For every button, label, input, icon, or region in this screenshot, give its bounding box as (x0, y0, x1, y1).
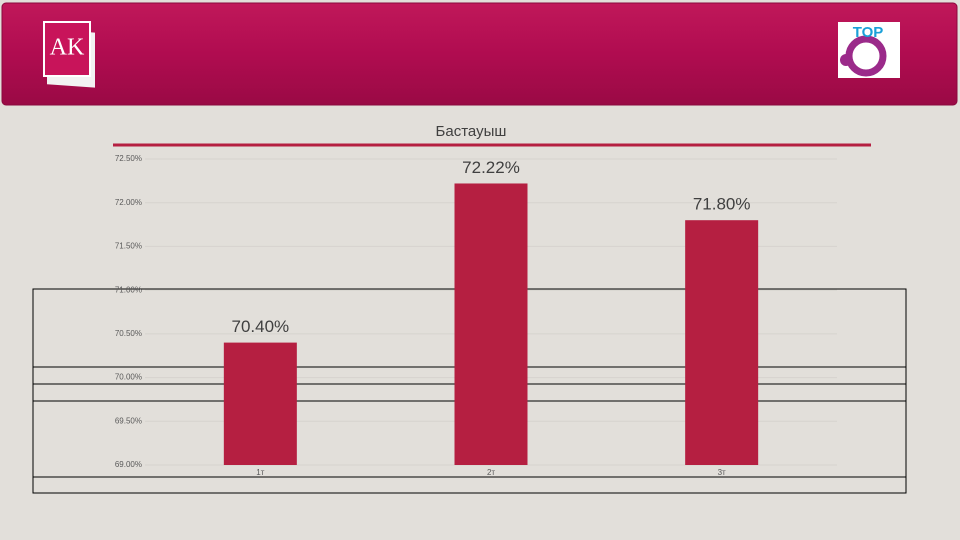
x-tick-label: 2т (487, 468, 495, 477)
bar (454, 183, 528, 466)
chart-title: Бастауыш (436, 123, 507, 140)
logo-text: AK (50, 35, 85, 61)
y-tick-label: 71.50% (115, 242, 142, 251)
value-label: 70.40% (231, 317, 289, 336)
bar (685, 220, 759, 465)
plot: 69.00% 69.50% 70.00% 70.50% 71.00% 71.50% 72.0… (115, 154, 837, 477)
value-label: 72.22% (462, 158, 520, 177)
value-label: 71.80% (693, 195, 751, 214)
logo-text: TOP (853, 24, 884, 41)
y-tick-label: 71.00% (115, 285, 142, 294)
header-band (1, 2, 958, 106)
y-tick-label: 69.00% (115, 460, 142, 469)
logo-left: AK (43, 21, 95, 88)
y-tick-label: 69.50% (115, 416, 142, 425)
y-tick-label: 72.00% (115, 198, 142, 207)
x-tick-label: 1т (256, 468, 264, 477)
y-tick-label: 70.00% (115, 373, 142, 382)
x-tick-label: 3т (718, 468, 726, 477)
y-tick-label: 72.50% (115, 154, 142, 163)
bar (223, 342, 297, 465)
logo-right: TOP (838, 22, 900, 78)
y-tick-label: 70.50% (115, 329, 142, 338)
